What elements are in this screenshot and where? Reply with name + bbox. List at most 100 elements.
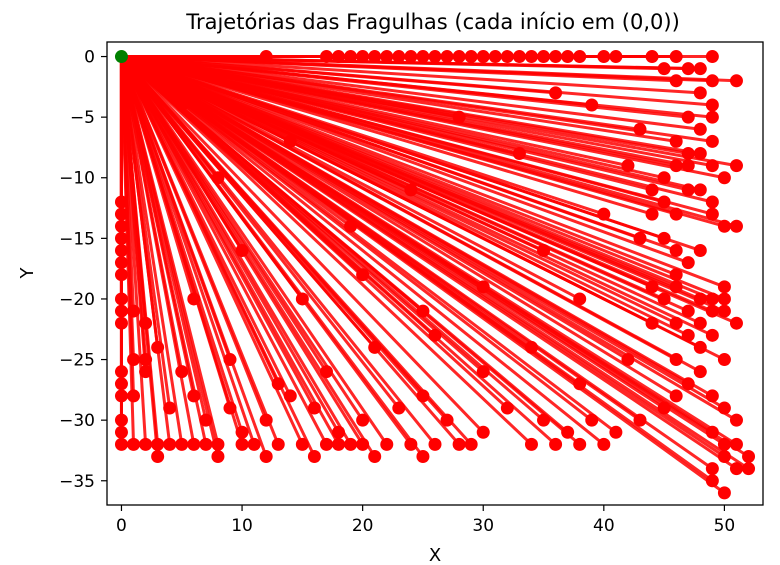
trajectory-endpoint (114, 389, 128, 403)
trajectory-line (120, 55, 581, 301)
trajectory-endpoint (705, 462, 719, 476)
trajectory-endpoint (114, 195, 128, 209)
trajectory-line (119, 56, 148, 445)
trajectory-endpoint (729, 74, 743, 88)
trajectory-endpoint (681, 304, 695, 318)
trajectory-endpoint (440, 413, 454, 427)
trajectory-endpoint (416, 389, 430, 403)
trajectory-endpoint (669, 243, 683, 257)
trajectory-endpoint (693, 122, 707, 136)
trajectory-endpoint (573, 292, 587, 306)
trajectory-line (119, 56, 184, 372)
x-tick-label: 20 (352, 516, 374, 536)
trajectory-endpoint (681, 377, 695, 391)
trajectory-line (120, 56, 232, 361)
trajectory-endpoint (114, 425, 128, 439)
trajectory-endpoint (633, 413, 647, 427)
trajectory-endpoint (199, 413, 213, 427)
trajectory-endpoint (609, 50, 623, 64)
trajectory-endpoint (127, 437, 141, 451)
trajectory-endpoint (693, 365, 707, 379)
trajectory-line (120, 55, 750, 470)
trajectory-endpoint (585, 413, 599, 427)
trajectory-endpoint (295, 437, 309, 451)
trajectory-endpoint (175, 365, 189, 379)
trajectory-line (120, 55, 268, 421)
chart-title: Trajetórias das Fragulhas (cada início e… (185, 10, 680, 34)
trajectory-endpoint (705, 207, 719, 221)
trajectory-endpoint (476, 50, 490, 64)
trajectory-endpoint (235, 425, 249, 439)
trajectory-endpoint (621, 353, 635, 367)
y-tick-label: −10 (59, 169, 95, 189)
trajectory-endpoint (657, 62, 671, 76)
trajectory-endpoint (307, 450, 321, 464)
trajectory-endpoint (561, 425, 575, 439)
trajectory-line (120, 55, 340, 434)
trajectory-line (120, 55, 183, 107)
trajectory-endpoint (669, 268, 683, 282)
trajectory-endpoint (549, 86, 563, 100)
x-tick-label: 40 (593, 516, 615, 536)
trajectory-endpoint (537, 413, 551, 427)
trajectory-endpoint (259, 413, 273, 427)
trajectory-line (121, 55, 592, 107)
trajectory-endpoint (621, 159, 635, 173)
trajectory-endpoint (693, 292, 707, 306)
trajectory-line (121, 55, 737, 228)
trajectory-endpoint (163, 437, 177, 451)
trajectory-line (120, 55, 485, 289)
trajectory-line (120, 55, 725, 289)
x-tick-label: 30 (472, 516, 494, 536)
trajectory-endpoint (127, 389, 141, 403)
trajectory-line (121, 55, 629, 168)
trajectory-endpoint (416, 304, 430, 318)
trajectory-endpoint (681, 110, 695, 124)
trajectory-endpoint (717, 280, 731, 294)
trajectory-endpoint (693, 183, 707, 197)
trajectory-endpoint (199, 437, 213, 451)
trajectory-endpoint (669, 207, 683, 221)
trajectory-endpoint (332, 50, 346, 64)
trajectory-endpoint (669, 353, 683, 367)
trajectory-endpoint (705, 425, 719, 439)
y-tick-label: −25 (59, 351, 95, 371)
trajectory-endpoint (705, 74, 719, 88)
y-tick-label: −20 (59, 290, 95, 310)
trajectory-endpoint (681, 147, 695, 161)
trajectory-endpoint (657, 231, 671, 245)
trajectory-endpoint (114, 231, 128, 245)
trajectory-line (120, 55, 280, 385)
trajectory-endpoint (211, 450, 225, 464)
trajectory-endpoint (295, 292, 309, 306)
trajectory-endpoint (114, 437, 128, 451)
trajectory-endpoint (729, 437, 743, 451)
trajectory-endpoint (187, 437, 201, 451)
trajectory-line (120, 55, 364, 276)
trajectory-endpoint (139, 353, 153, 367)
trajectory-endpoint (669, 50, 683, 64)
trajectory-line (121, 55, 556, 95)
trajectory-line (121, 55, 737, 83)
trajectory-endpoint (356, 437, 370, 451)
trajectory-endpoint (392, 50, 406, 64)
y-tick-label: 0 (84, 48, 95, 68)
trajectory-endpoint (537, 50, 551, 64)
trajectory-endpoint (500, 50, 514, 64)
trajectory-endpoint (223, 353, 237, 367)
trajectory-endpoint (151, 450, 165, 464)
trajectory-endpoint (669, 389, 683, 403)
trajectory-endpoint (283, 134, 297, 148)
trajectory-endpoint (114, 243, 128, 257)
trajectory-endpoint (404, 437, 418, 451)
trajectory-endpoint (705, 304, 719, 318)
trajectory-endpoint (223, 401, 237, 415)
trajectory-endpoint (344, 50, 358, 64)
trajectory-endpoint (235, 437, 249, 451)
trajectory-line (120, 55, 629, 361)
trajectory-endpoint (657, 292, 671, 306)
trajectory-endpoint (428, 437, 442, 451)
trajectory-endpoint (705, 474, 719, 488)
trajectory-endpoint (742, 450, 756, 464)
trajectory-endpoint (729, 219, 743, 233)
